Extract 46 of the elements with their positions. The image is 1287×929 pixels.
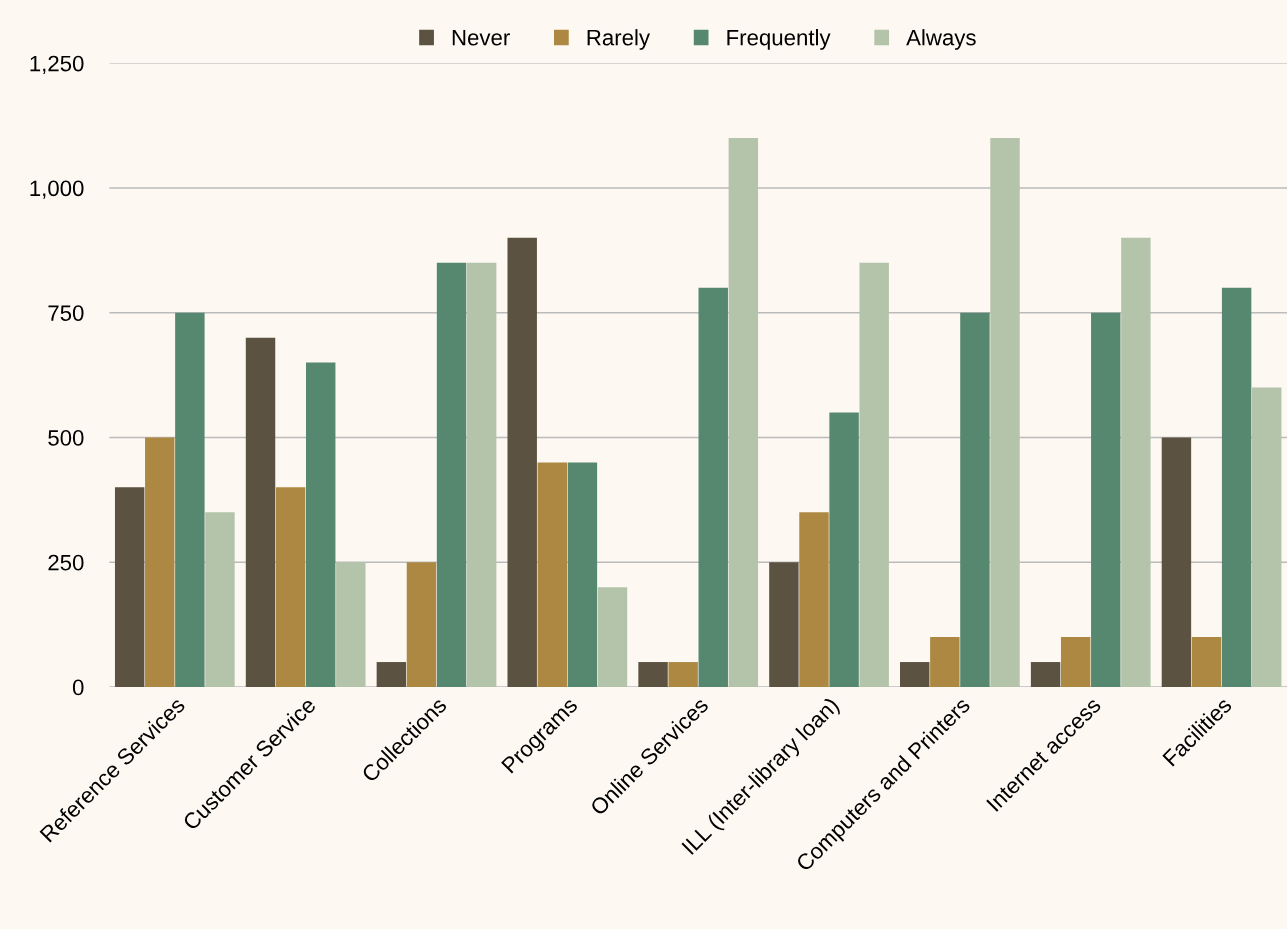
bar — [668, 662, 698, 687]
bar — [930, 637, 960, 687]
bar — [1121, 237, 1151, 687]
y-tick-label: 500 — [48, 430, 84, 446]
bar — [1060, 637, 1091, 687]
bar — [205, 512, 235, 687]
bar — [145, 437, 175, 687]
bar — [1030, 662, 1061, 687]
bar — [1252, 387, 1282, 687]
bar — [537, 462, 568, 687]
bar — [1091, 312, 1121, 687]
bar — [769, 562, 799, 687]
bar — [245, 337, 276, 687]
bar — [336, 562, 366, 687]
bar — [597, 587, 628, 687]
bar — [376, 662, 407, 687]
bar — [406, 562, 437, 687]
legend-label: Always — [906, 29, 976, 50]
bar — [900, 662, 930, 687]
bar — [567, 462, 598, 687]
bar — [305, 362, 336, 687]
bar — [1191, 637, 1222, 687]
y-tick-label: 750 — [48, 305, 84, 321]
bar — [799, 512, 829, 687]
y-tick-label: 1,250 — [30, 55, 84, 75]
y-tick-label: 250 — [48, 554, 84, 571]
bar — [990, 138, 1020, 687]
bar — [507, 237, 537, 687]
bar — [275, 487, 306, 687]
bar — [436, 262, 467, 687]
y-tick-label: 1,000 — [30, 180, 84, 199]
bar — [1221, 287, 1252, 687]
legend-label: Never — [452, 29, 510, 46]
legend-label: Frequently — [727, 29, 831, 50]
y-tick-label: 0 — [72, 679, 84, 696]
bar — [175, 312, 205, 687]
bar — [698, 287, 728, 687]
bar — [466, 262, 497, 687]
legend-label: Rarely — [587, 29, 650, 50]
bar — [829, 412, 859, 687]
bar — [114, 487, 145, 687]
bar — [859, 262, 889, 687]
bar — [1161, 437, 1192, 687]
bar — [960, 312, 990, 687]
bar — [728, 138, 759, 687]
bar — [638, 662, 668, 687]
